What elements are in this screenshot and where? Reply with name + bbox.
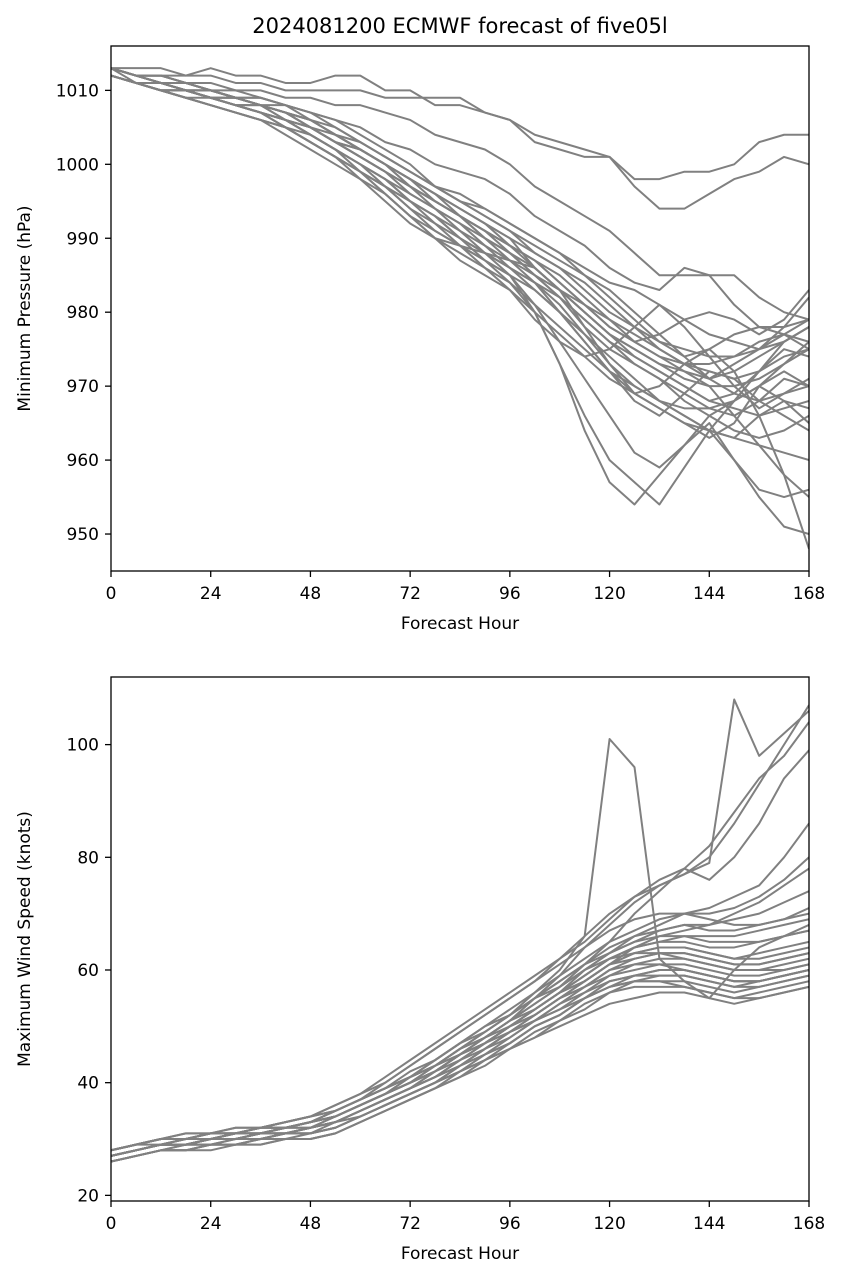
wind-axes-frame xyxy=(110,676,810,1202)
wind-x-tick-label: 144 xyxy=(693,1214,725,1234)
pressure-y-axis-label: Minimum Pressure (hPa) xyxy=(15,205,35,411)
wind-x-axis-label: Forecast Hour xyxy=(401,1244,519,1264)
pressure-y-tick-label: 1000 xyxy=(56,155,99,175)
wind-x-tick-label: 24 xyxy=(200,1214,222,1234)
pressure-y-tick-label: 970 xyxy=(67,377,99,397)
pressure-y-tick-label: 990 xyxy=(67,229,99,249)
pressure-x-tick-label: 48 xyxy=(300,584,322,604)
pressure-series-group xyxy=(111,67,809,550)
wind-y-tick-label: 100 xyxy=(67,736,99,756)
wind-x-tick-label: 120 xyxy=(593,1214,625,1234)
pressure-x-tick-label: 72 xyxy=(399,584,421,604)
pressure-series-line-1 xyxy=(111,67,809,210)
pressure-y-tick-label: 950 xyxy=(67,525,99,545)
pressure-x-tick-label: 144 xyxy=(693,584,725,604)
wind-x-tick-label: 48 xyxy=(300,1214,322,1234)
pressure-x-axis-label: Forecast Hour xyxy=(401,614,519,634)
pressure-panel: 0 24 48 72 96 120 144 168 950 960 970 980 990 1000 101… xyxy=(15,45,825,634)
pressure-y-tick-label: 1010 xyxy=(56,81,99,101)
wind-y-axis-label: Maximum Wind Speed (knots) xyxy=(15,811,35,1067)
pressure-x-tick-label: 120 xyxy=(593,584,625,604)
pressure-series-line-29 xyxy=(111,67,809,380)
wind-x-tick-label: 72 xyxy=(399,1214,421,1234)
pressure-x-tick-label: 168 xyxy=(793,584,825,604)
wind-panel: 0 24 48 72 96 120 144 168 20 40 60 80 100 Forecast Ho… xyxy=(15,676,825,1264)
wind-series-group xyxy=(111,698,809,1163)
pressure-x-tick-label: 0 xyxy=(106,584,117,604)
wind-y-tick-label: 20 xyxy=(77,1186,99,1206)
pressure-series-line-30 xyxy=(111,74,809,439)
wind-series-line-29 xyxy=(111,946,809,1152)
wind-series-line-28 xyxy=(111,974,809,1163)
wind-y-tick-label: 80 xyxy=(77,848,99,868)
pressure-x-tick-label: 24 xyxy=(200,584,222,604)
pressure-y-tick-label: 980 xyxy=(67,303,99,323)
pressure-series-line-3 xyxy=(111,67,809,321)
wind-x-tick-label: 168 xyxy=(793,1214,825,1234)
wind-x-tick-label: 0 xyxy=(106,1214,117,1234)
pressure-x-tick-label: 96 xyxy=(499,584,521,604)
pressure-series-line-24 xyxy=(111,74,809,351)
wind-series-line-30 xyxy=(111,952,809,1157)
pressure-series-line-2 xyxy=(111,67,809,181)
figure-title: 2024081200 ECMWF forecast of five05l xyxy=(252,14,668,38)
pressure-axes-frame xyxy=(110,45,810,572)
wind-x-tick-label: 96 xyxy=(499,1214,521,1234)
wind-y-tick-label: 60 xyxy=(77,961,99,981)
wind-y-tick-label: 40 xyxy=(77,1074,99,1094)
pressure-y-tick-label: 960 xyxy=(67,451,99,471)
